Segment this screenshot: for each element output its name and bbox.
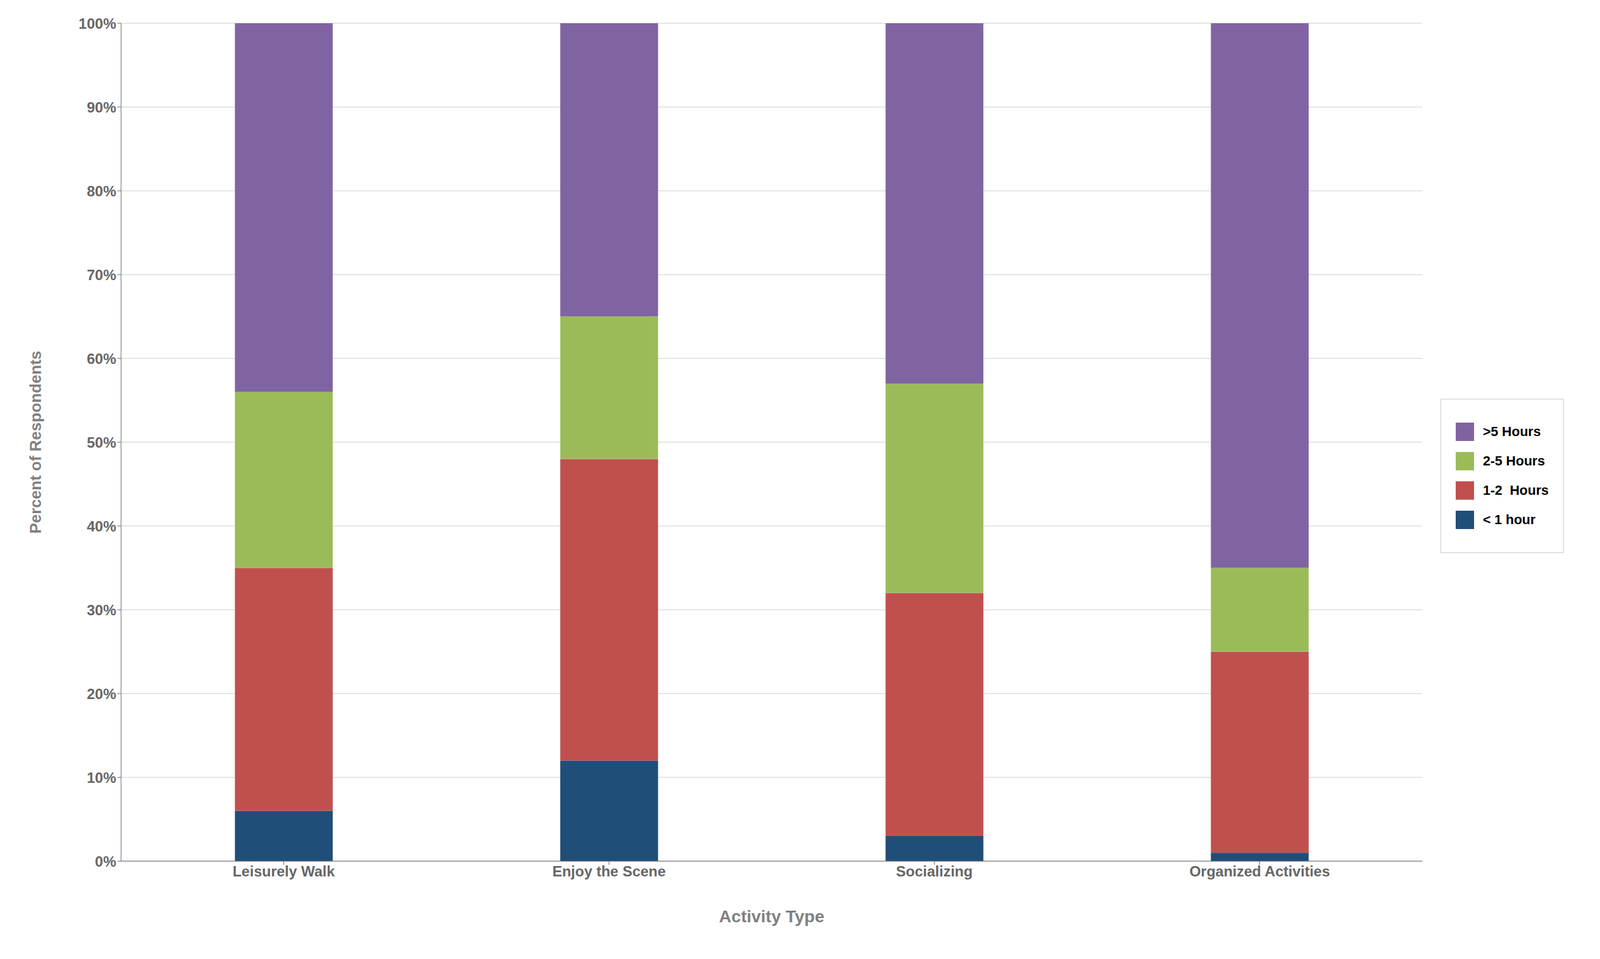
svg-text:40%: 40% [86, 517, 117, 535]
svg-text:20%: 20% [86, 685, 117, 702]
svg-text:100%: 100% [78, 15, 117, 32]
svg-text:60%: 60% [86, 350, 117, 367]
svg-text:10%: 10% [86, 769, 117, 786]
svg-text:Leisurely Walk: Leisurely Walk [232, 862, 336, 880]
html-text:>5 Hours: >5 Hours [1482, 423, 1541, 439]
svg-text:90%: 90% [86, 99, 117, 116]
svg-text:Socializing: Socializing [896, 862, 973, 880]
svg-text:Enjoy the Scene: Enjoy the Scene [552, 862, 666, 880]
svg-text:80%: 80% [86, 182, 117, 200]
html-text:1-2 Hours: 1-2 Hours [1482, 482, 1549, 498]
svg-text:50%: 50% [86, 434, 117, 451]
svg-text:0%: 0% [94, 852, 117, 870]
svg-text:30%: 30% [86, 601, 117, 619]
html-text:< 1 hour: < 1 hour [1482, 511, 1536, 528]
svg-text:Activity Type: Activity Type [718, 906, 825, 926]
svg-text:Percent of Respondents: Percent of Respondents [26, 350, 45, 534]
svg-text:Organized Activities: Organized Activities [1189, 862, 1330, 880]
html-text:2-5 Hours: 2-5 Hours [1482, 453, 1545, 469]
svg-text:70%: 70% [86, 266, 117, 284]
